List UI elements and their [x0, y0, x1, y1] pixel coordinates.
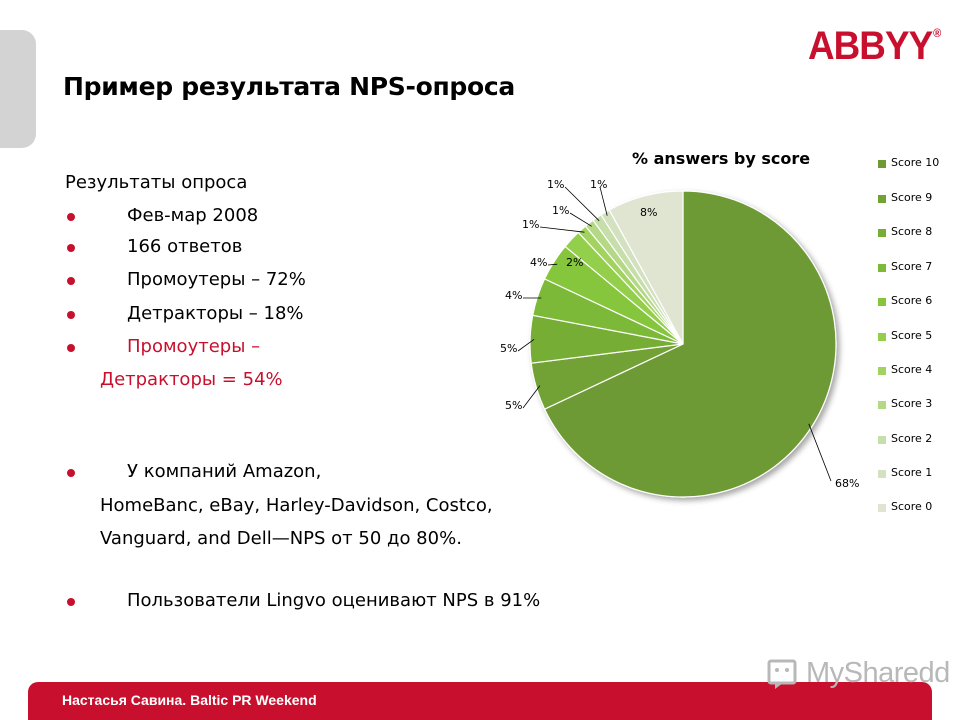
footer-bar — [28, 682, 932, 720]
slide-title: Пример результата NPS-опроса — [63, 72, 515, 101]
bullet-text: Пользователи Lingvo оценивают NPS в 91% — [127, 590, 541, 611]
pie-leader-line — [564, 186, 600, 222]
bullet-text: Детракторы – 18% — [127, 303, 304, 324]
pie-slice-score-10 — [543, 190, 837, 498]
legend-swatch — [878, 401, 886, 409]
chart-title: % answers by score — [632, 149, 811, 168]
abbyy-logo: ABBYY® — [808, 24, 941, 68]
logo-text: ABBYY — [808, 24, 933, 68]
legend-label: Score 7 — [891, 260, 933, 273]
legend-label: Score 3 — [891, 397, 933, 410]
pie-data-label: 4% — [505, 289, 522, 302]
bullet-dot-icon — [67, 213, 75, 221]
bullet-continuation: HomeBanc, eBay, Harley-Davidson, Costco, — [100, 495, 493, 516]
pie-data-label: 5% — [505, 399, 522, 412]
bullet-text: Промоутеры – 72% — [127, 269, 306, 290]
pie-leader-line — [569, 212, 592, 227]
pie-leader-line — [539, 226, 585, 233]
bullet-dot-icon — [67, 598, 75, 606]
results-heading: Результаты опроса — [65, 172, 248, 193]
side-tab-decoration — [0, 30, 36, 148]
bullet-text: Промоутеры – — [127, 336, 261, 357]
bullet-text: Фев-мар 2008 — [127, 205, 259, 226]
legend-label: Score 0 — [891, 500, 933, 513]
legend-label: Score 2 — [891, 432, 933, 445]
bullet-text: 166 ответов — [127, 236, 243, 257]
bullet-dot-icon — [67, 244, 75, 252]
footer-author: Настасья Савина. Baltic PR Weekend — [62, 692, 317, 708]
legend-swatch — [878, 195, 886, 203]
legend-label: Score 6 — [891, 294, 933, 307]
legend-swatch — [878, 333, 886, 341]
legend-label: Score 1 — [891, 466, 933, 479]
bullet-dot-icon — [67, 344, 75, 352]
pie-leader-line — [547, 263, 558, 266]
bullet-continuation: Vanguard, and Dell—NPS от 50 до 80%. — [100, 528, 462, 549]
legend-swatch — [878, 264, 886, 272]
pie-data-label: 5% — [500, 342, 517, 355]
bullet-dot-icon — [67, 469, 75, 477]
pie-leader-line — [599, 186, 608, 216]
pie-leader-line — [808, 423, 832, 482]
bullet-dot-icon — [67, 311, 75, 319]
pie-data-label: 68% — [835, 477, 859, 490]
legend-label: Score 8 — [891, 225, 933, 238]
legend-label: Score 9 — [891, 191, 933, 204]
legend-swatch — [878, 504, 886, 512]
pie-data-label: 1% — [590, 178, 607, 191]
legend-swatch — [878, 229, 886, 237]
watermark-text: MySharedd — [806, 657, 950, 689]
pie-data-label: 1% — [547, 178, 564, 191]
legend-swatch — [878, 470, 886, 478]
pie-slice-score-0 — [608, 190, 684, 345]
pie-data-label: 1% — [552, 204, 569, 217]
pie-leader-line — [517, 338, 535, 352]
bullet-continuation: Детракторы = 54% — [100, 369, 283, 390]
legend-swatch — [878, 298, 886, 306]
legend-swatch — [878, 367, 886, 375]
legend-swatch — [878, 436, 886, 444]
legend-swatch — [878, 160, 886, 168]
pie-data-label: 2% — [566, 256, 583, 269]
bullet-text: У компаний Amazon, — [127, 461, 322, 482]
pie-data-label: 4% — [530, 256, 547, 269]
pie-leader-line — [522, 385, 541, 409]
legend-label: Score 10 — [891, 156, 940, 169]
legend-label: Score 5 — [891, 329, 933, 342]
pie-data-label: 8% — [640, 206, 657, 219]
bullet-dot-icon — [67, 277, 75, 285]
pie-data-label: 1% — [522, 218, 539, 231]
legend-label: Score 4 — [891, 363, 933, 376]
shared-logo-icon — [767, 659, 797, 689]
